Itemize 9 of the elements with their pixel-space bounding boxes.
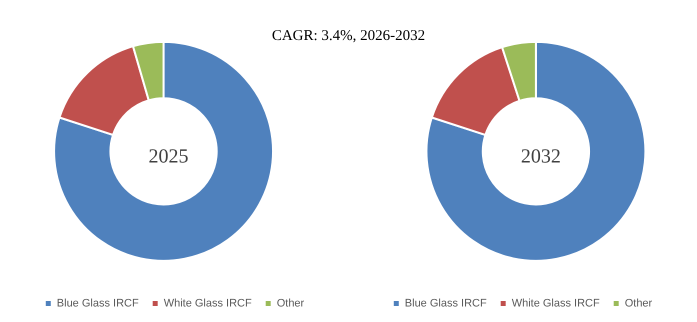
- legend-label: Blue Glass IRCF: [404, 298, 487, 310]
- legend-label: Other: [624, 298, 653, 310]
- legend-label: Blue Glass IRCF: [56, 298, 139, 310]
- text: 2032: [520, 145, 561, 168]
- legend-label: White Glass IRCF: [164, 298, 252, 310]
- text: CAGR: 3.4%, 2026-2032: [270, 28, 426, 45]
- text: 2025: [148, 145, 189, 168]
- legend-label: White Glass IRCF: [512, 298, 600, 310]
- legend-label: Other: [276, 298, 305, 310]
